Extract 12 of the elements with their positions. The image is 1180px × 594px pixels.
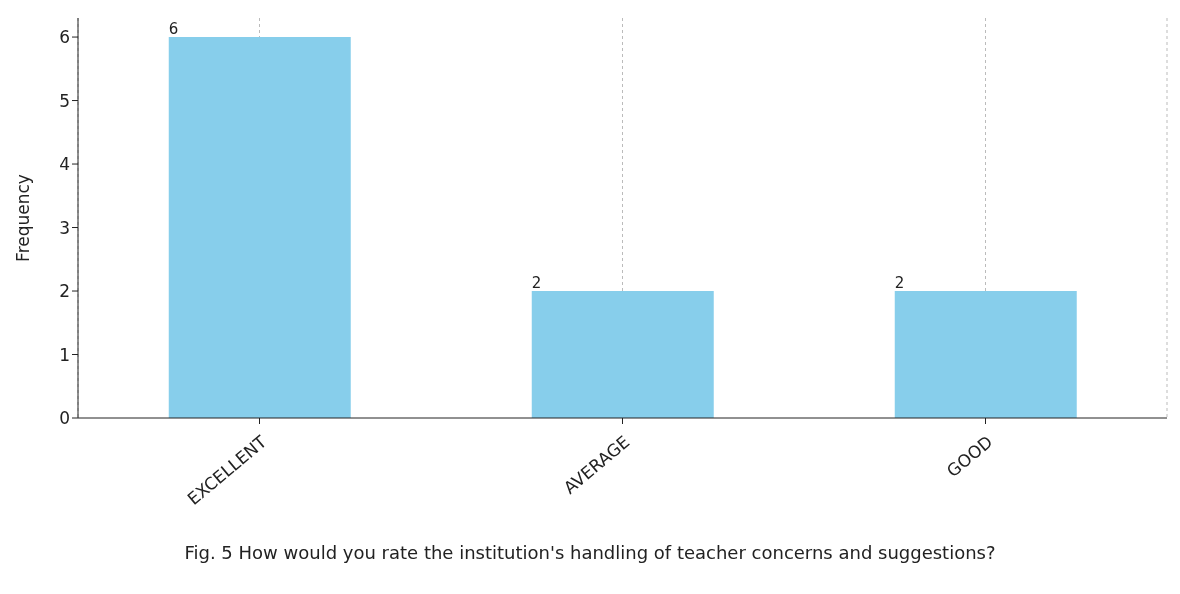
y-tick-label: 6 [59,27,70,48]
y-tick-label: 1 [59,344,70,365]
data-label: 2 [531,274,542,293]
data-label: 6 [168,20,179,39]
y-tick-label: 3 [59,217,70,238]
y-tick-label: 4 [59,154,70,175]
y-tick-label: 2 [59,281,70,302]
y-tick-label: 5 [59,90,70,111]
data-label: 2 [894,274,905,293]
y-tick-label: 0 [59,408,70,429]
y-axis-title: Frequency [13,174,34,262]
caption: Fig. 5 How would you rate the institution's handling of teacher concerns and suggestions? [183,542,997,563]
